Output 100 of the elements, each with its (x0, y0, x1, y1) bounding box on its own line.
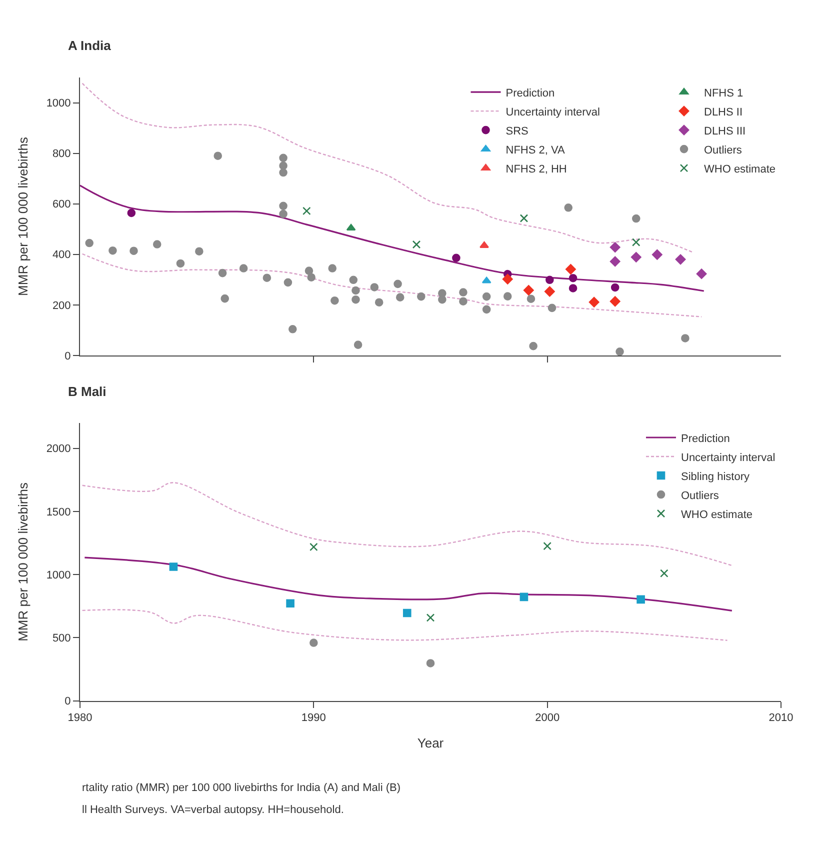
point (354, 340, 362, 349)
legend-label: Uncertainty interval (681, 452, 776, 464)
y-tick-label: 600 (52, 198, 71, 211)
point (108, 246, 117, 255)
y-axis-title: MMR per 100 000 livebirths (15, 482, 30, 642)
point (304, 266, 314, 275)
point (632, 214, 640, 223)
point (176, 259, 185, 268)
point (610, 296, 620, 307)
point (130, 246, 138, 255)
point (520, 214, 528, 222)
point (286, 599, 294, 608)
legend-label: NFHS 2, HH (506, 163, 567, 176)
point (239, 264, 248, 272)
legend-label: Outliers (704, 144, 742, 156)
y-axis-title: MMR per 100 000 livebirths (15, 136, 30, 296)
text: rtality ratio (MMR) per 100 000 livebirths for India (A) and Mali (B) (82, 782, 400, 794)
point (696, 268, 707, 280)
point (352, 286, 360, 295)
point (310, 542, 318, 552)
point (374, 298, 384, 307)
point (529, 342, 538, 350)
point (652, 249, 662, 260)
legend-label: DLHS III (704, 125, 746, 138)
point (127, 208, 136, 218)
x-tick-label: 2010 (768, 712, 794, 724)
y-tick-label: 400 (52, 249, 71, 262)
point (480, 241, 489, 248)
x-tick-label: 1990 (301, 712, 326, 724)
y-tick-label: 0 (64, 350, 71, 362)
point (288, 325, 297, 334)
y-tick-label: 200 (52, 300, 71, 312)
point (279, 210, 288, 218)
point (452, 254, 460, 262)
point (564, 203, 573, 212)
point (214, 152, 222, 160)
point (482, 276, 492, 284)
point (352, 295, 360, 304)
line-series (84, 556, 733, 612)
point (394, 280, 402, 288)
point (632, 238, 640, 246)
point (284, 278, 292, 287)
text: ll Health Surveys. VA=verbal autopsy. HH=household. (82, 804, 344, 816)
legend-label: DLHS II (704, 106, 743, 118)
point (502, 274, 513, 284)
point (482, 292, 491, 301)
point (396, 293, 404, 302)
point (543, 542, 552, 550)
legend-label: NFHS 2, VA (506, 144, 566, 156)
point (544, 286, 555, 297)
point (459, 297, 468, 306)
point (482, 305, 491, 314)
point (302, 206, 311, 216)
point (310, 638, 318, 647)
x-axis-title: Year (417, 736, 444, 751)
point (417, 292, 426, 301)
line-series (82, 82, 693, 253)
point (279, 168, 288, 177)
point (279, 154, 288, 162)
legend-label: Sibling history (681, 470, 750, 483)
point (328, 264, 337, 272)
point (262, 274, 272, 282)
legend-label: Prediction (506, 87, 555, 100)
point (279, 162, 288, 170)
point (426, 614, 435, 622)
point (523, 285, 534, 296)
y-tick-label: 2000 (46, 443, 71, 456)
point (546, 276, 554, 284)
y-tick-label: 1000 (46, 569, 71, 582)
legend-label: Prediction (681, 432, 730, 445)
point (152, 240, 162, 248)
point (630, 252, 642, 262)
legend-label: SRS (506, 125, 528, 138)
legend-label: WHO estimate (704, 163, 776, 176)
y-tick-label: 800 (52, 148, 71, 160)
point (526, 294, 536, 303)
line-series (82, 609, 728, 641)
point (370, 283, 379, 292)
point (412, 240, 421, 249)
point (426, 659, 435, 668)
legend-label: Uncertainty interval (506, 106, 600, 118)
point (566, 264, 576, 274)
point (520, 592, 528, 602)
y-tick-label: 1000 (46, 98, 71, 110)
point (220, 294, 230, 303)
x-tick-label: 2000 (535, 712, 560, 724)
point (330, 296, 339, 305)
point (616, 347, 624, 356)
point (195, 247, 204, 256)
point (85, 238, 94, 248)
point (459, 288, 468, 296)
point (610, 283, 620, 292)
point (675, 254, 686, 265)
point (660, 569, 668, 578)
point (307, 273, 316, 282)
point (279, 202, 288, 210)
point (169, 562, 178, 571)
line-series (82, 253, 702, 318)
chart-title: B Mali (68, 384, 106, 399)
point (548, 304, 556, 312)
